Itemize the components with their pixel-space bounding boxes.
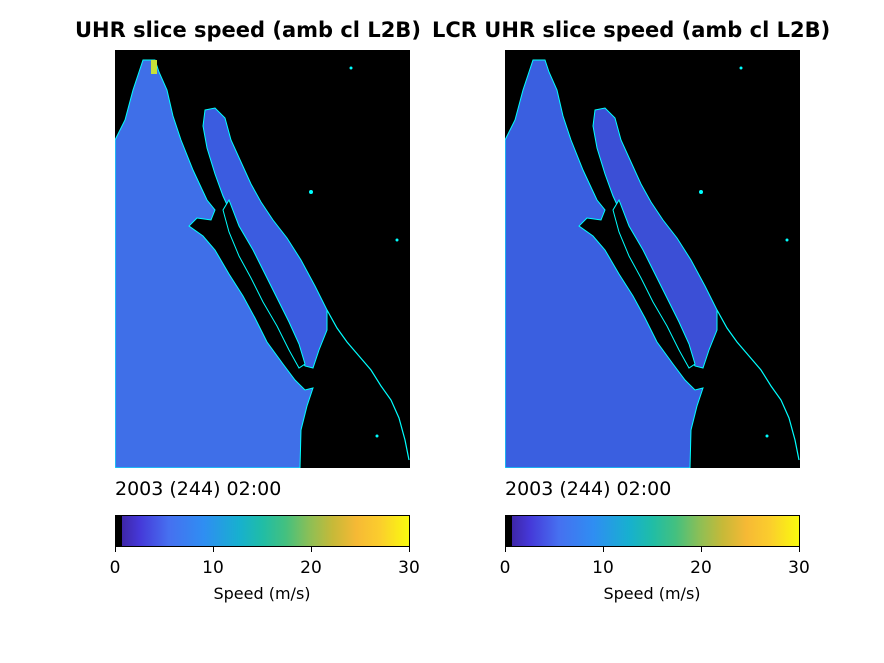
map-svg-right (505, 59, 800, 468)
ocean-speed-field (115, 59, 314, 468)
colorbar-axis-label: Speed (m/s) (603, 584, 701, 603)
colorbar-right (505, 515, 800, 547)
colorbar-tick-label: 30 (788, 558, 810, 578)
colorbar-tick (603, 547, 604, 552)
colorbar-left (115, 515, 410, 547)
island-speck (739, 66, 743, 70)
colorbar-tick-label: 0 (109, 558, 121, 578)
colorbar-axis-label: Speed (m/s) (213, 584, 311, 603)
colorbar-tick (799, 547, 800, 552)
high-speed-spot (151, 60, 157, 74)
colorbar-tick-label: 20 (690, 558, 712, 578)
map-svg-left (115, 59, 410, 468)
colorbar-tick-label: 10 (592, 558, 614, 578)
timestamp-left: 2003 (244) 02:00 (115, 478, 282, 500)
island-speck (375, 434, 379, 438)
ocean-speed-field (505, 59, 704, 468)
colorbar-tick-label: 10 (202, 558, 224, 578)
colorbar-tick (409, 547, 410, 552)
speed-map-left (115, 50, 410, 468)
baja-peninsula (222, 198, 306, 369)
island-speck (395, 238, 399, 242)
baja-peninsula (612, 198, 696, 369)
colorbar-tick-label: 0 (499, 558, 511, 578)
mainland-coastline (326, 309, 410, 461)
mainland-coastline (716, 309, 800, 461)
colorbar-tick (115, 547, 116, 552)
island-speck (309, 190, 313, 194)
island-speck (699, 190, 703, 194)
colorbar-tick (311, 547, 312, 552)
island-speck (349, 66, 353, 70)
colorbar-tick (701, 547, 702, 552)
panel-title-right: LCR UHR slice speed (amb cl L2B) (432, 18, 831, 42)
timestamp-right: 2003 (244) 02:00 (505, 478, 672, 500)
speed-map-right (505, 50, 800, 468)
colorbar-tick-label: 30 (398, 558, 420, 578)
colorbar-tick-label: 20 (300, 558, 322, 578)
island-speck (765, 434, 769, 438)
panel-title-left: UHR slice speed (amb cl L2B) (75, 18, 421, 42)
colorbar-tick (213, 547, 214, 552)
colorbar-tick (505, 547, 506, 552)
island-speck (785, 238, 789, 242)
